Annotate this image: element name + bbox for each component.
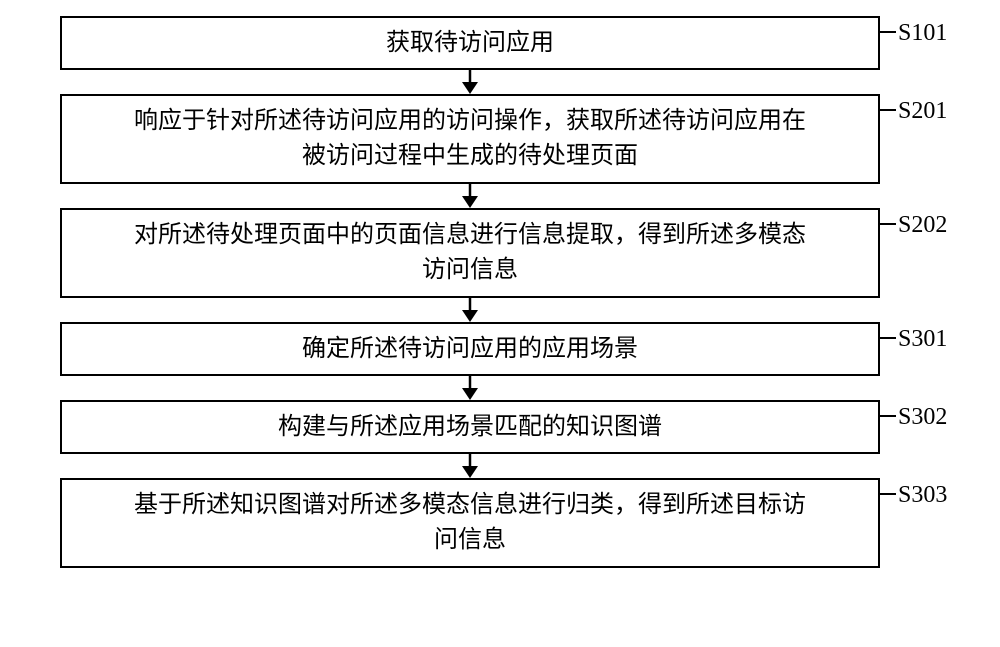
flowchart-container: 获取待访问应用 S101 响应于针对所述待访问应用的访问操作，获取所述待访问应用在 … bbox=[0, 0, 1000, 647]
flow-step-S301: 确定所述待访问应用的应用场景 bbox=[60, 322, 880, 376]
flow-step-label-S302: S302 bbox=[898, 404, 947, 431]
flow-step-S101: 获取待访问应用 bbox=[60, 16, 880, 70]
flow-step-text-S202: 对所述待处理页面中的页面信息进行信息提取，得到所述多模态 访问信息 bbox=[124, 218, 816, 288]
arrow-S301-S302 bbox=[460, 376, 480, 400]
flow-step-text-S303: 基于所述知识图谱对所述多模态信息进行归类，得到所述目标访 问信息 bbox=[124, 488, 816, 558]
flow-step-S303: 基于所述知识图谱对所述多模态信息进行归类，得到所述目标访 问信息 bbox=[60, 478, 880, 568]
flow-step-label-S101: S101 bbox=[898, 20, 947, 47]
leader-S302 bbox=[880, 414, 896, 418]
flow-step-text-S101: 获取待访问应用 bbox=[376, 26, 564, 61]
flow-step-text-S201: 响应于针对所述待访问应用的访问操作，获取所述待访问应用在 被访问过程中生成的待处… bbox=[124, 104, 816, 174]
arrow-S101-S201 bbox=[460, 70, 480, 94]
arrow-S302-S303 bbox=[460, 454, 480, 478]
flow-step-label-S201: S201 bbox=[898, 98, 947, 125]
arrow-S201-S202 bbox=[460, 184, 480, 208]
flow-step-label-S202: S202 bbox=[898, 212, 947, 239]
leader-S303 bbox=[880, 492, 896, 496]
flow-step-label-S303: S303 bbox=[898, 482, 947, 509]
leader-S201 bbox=[880, 108, 896, 112]
flow-step-S302: 构建与所述应用场景匹配的知识图谱 bbox=[60, 400, 880, 454]
flow-step-label-S301: S301 bbox=[898, 326, 947, 353]
leader-S301 bbox=[880, 336, 896, 340]
flow-step-S202: 对所述待处理页面中的页面信息进行信息提取，得到所述多模态 访问信息 bbox=[60, 208, 880, 298]
flow-step-S201: 响应于针对所述待访问应用的访问操作，获取所述待访问应用在 被访问过程中生成的待处… bbox=[60, 94, 880, 184]
flow-step-text-S301: 确定所述待访问应用的应用场景 bbox=[292, 332, 648, 367]
leader-S202 bbox=[880, 222, 896, 226]
arrow-S202-S301 bbox=[460, 298, 480, 322]
flow-step-text-S302: 构建与所述应用场景匹配的知识图谱 bbox=[268, 410, 672, 445]
leader-S101 bbox=[880, 30, 896, 34]
